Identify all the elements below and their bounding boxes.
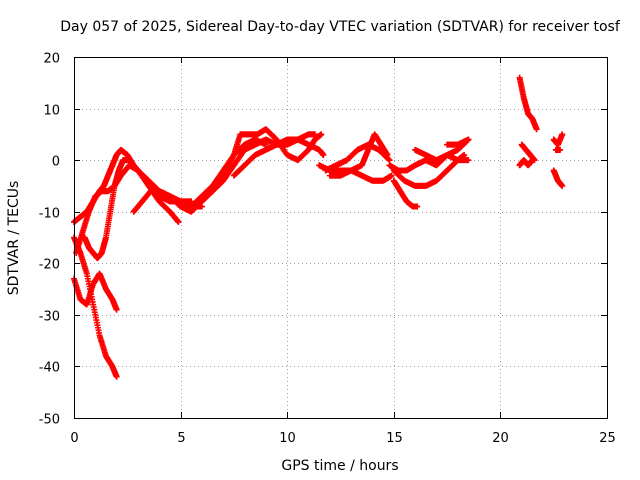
x-tick-label: 25 xyxy=(599,431,616,446)
series-track-22 xyxy=(550,167,566,189)
series-track-21 xyxy=(550,131,566,148)
data-point xyxy=(533,126,540,133)
axis-ticks: 0 5 10 15 20 25 -50 -40 -30 -20 -10 0 10 20 xyxy=(39,52,616,447)
data-point xyxy=(318,131,325,138)
data-point xyxy=(465,136,472,143)
y-tick-label: -30 xyxy=(39,310,60,325)
x-tick-label: 20 xyxy=(492,431,509,446)
series-track-15 xyxy=(390,177,421,210)
series-track-12 xyxy=(326,167,395,184)
x-tick-label: 10 xyxy=(279,431,296,446)
y-tick-label: -40 xyxy=(39,361,60,376)
data-point xyxy=(113,373,120,380)
series-track-2 xyxy=(71,234,120,380)
series-track-9 xyxy=(230,136,327,179)
plot-frame xyxy=(74,57,608,419)
y-tick-label: 10 xyxy=(43,104,60,119)
series-track-19 xyxy=(516,157,536,169)
data-point xyxy=(531,157,538,164)
data-point xyxy=(262,141,269,148)
data-point xyxy=(557,146,564,153)
y-tick-label: -50 xyxy=(39,413,60,428)
series-track-17 xyxy=(444,136,472,148)
data-point xyxy=(385,156,392,163)
x-axis-label: GPS time / hours xyxy=(281,458,398,474)
data-point xyxy=(388,172,395,179)
data-point xyxy=(320,151,327,158)
x-tick-label: 5 xyxy=(177,431,185,446)
data-point xyxy=(559,182,566,189)
series-track-14 xyxy=(390,151,468,189)
x-tick-label: 15 xyxy=(386,431,403,446)
series-track-5 xyxy=(73,162,182,256)
y-tick-label: -10 xyxy=(39,207,60,222)
data-point xyxy=(465,157,472,164)
data-point xyxy=(414,203,421,210)
grid-lines xyxy=(74,57,607,418)
data-point xyxy=(461,151,468,158)
x-tick-label: 0 xyxy=(70,431,78,446)
data-point xyxy=(175,219,182,226)
series-track-18 xyxy=(516,74,540,133)
chart-title: Day 057 of 2025, Sidereal Day-to-day VTE… xyxy=(60,19,621,35)
data-point xyxy=(386,157,393,164)
y-tick-label: 20 xyxy=(43,52,60,67)
data-point xyxy=(559,131,566,138)
y-axis-label: SDTVAR / TECUs xyxy=(6,181,22,296)
series-track-20 xyxy=(518,141,538,164)
data-point xyxy=(113,306,120,313)
series-track-23 xyxy=(552,146,564,153)
series-track-11 xyxy=(322,141,393,174)
y-tick-label: -20 xyxy=(39,258,60,273)
y-tick-label: 0 xyxy=(52,155,60,170)
data-points xyxy=(71,74,566,380)
